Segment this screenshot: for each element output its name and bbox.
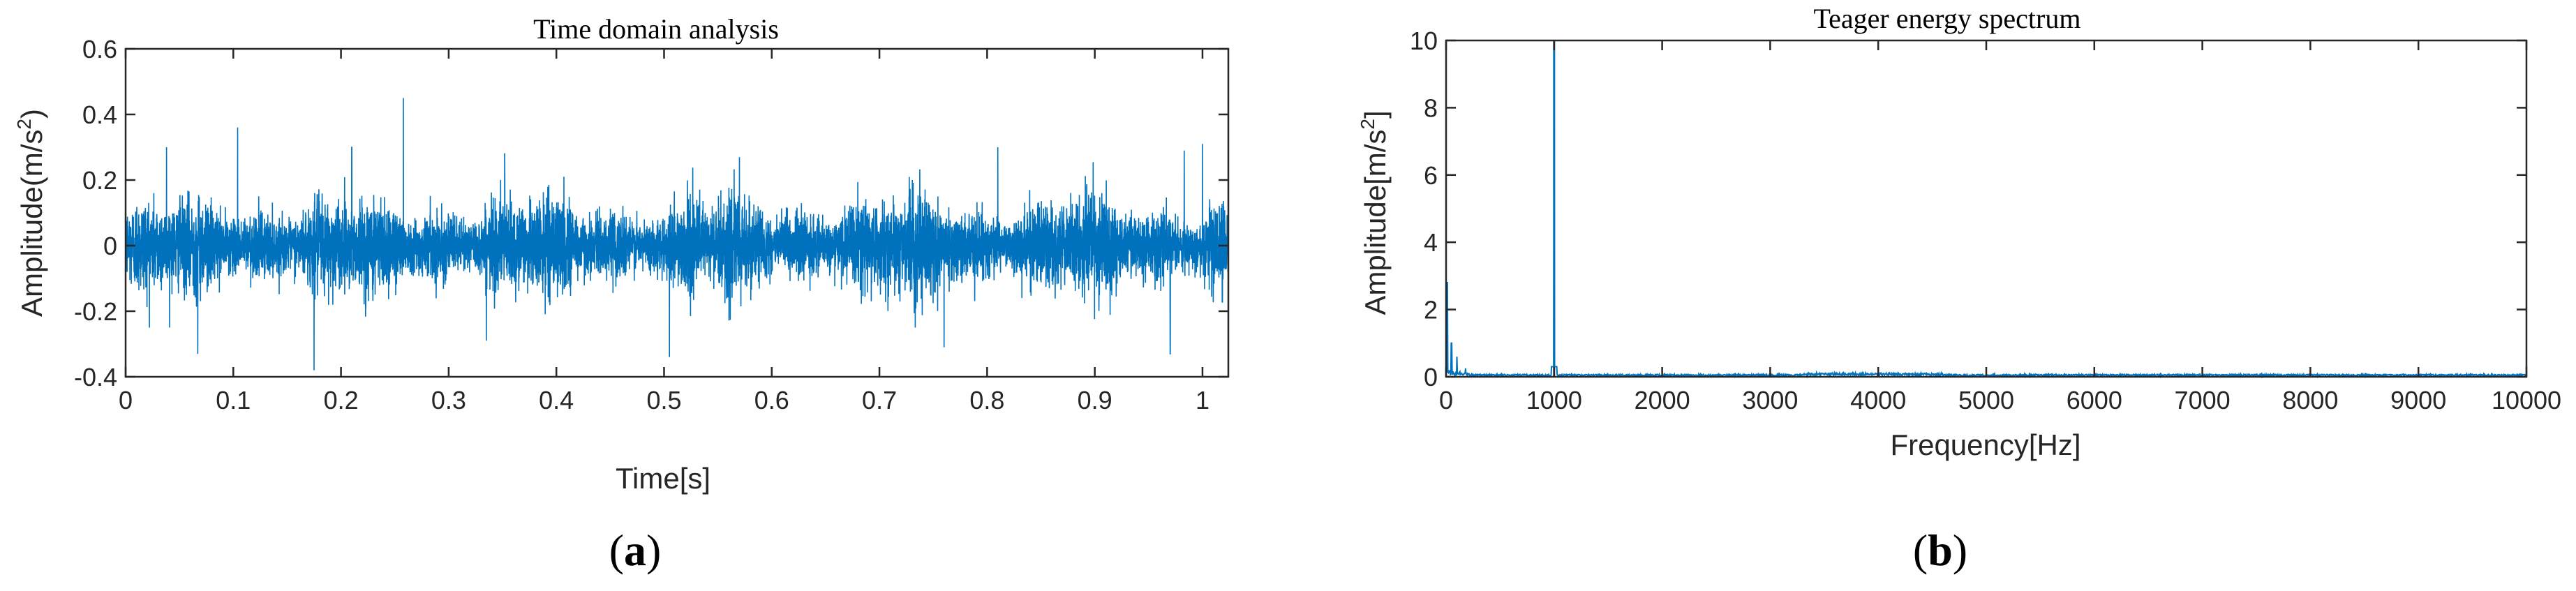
chart-b-series-spectrum xyxy=(1445,40,2527,379)
chart-a-title: Time domain analysis xyxy=(533,13,779,45)
chart-b-y-tick-label: 10 xyxy=(1410,27,1438,55)
chart-teager-spectrum: Teager energy spectrum 0 1000 2000 3000 4000… xyxy=(1357,3,2561,575)
chart-a-x-tick-label: 0.1 xyxy=(216,386,251,414)
panel-label-a-open: ( xyxy=(609,525,624,575)
chart-a-y-tick-label: 0.4 xyxy=(82,100,117,129)
chart-a-x-tick-label: 0.2 xyxy=(324,386,359,414)
chart-a-x-tick-label: 0.7 xyxy=(862,386,897,414)
chart-b-y-label-sup: 2 xyxy=(1357,119,1378,130)
chart-b-x-tick-label: 5000 xyxy=(1958,386,2014,414)
chart-a-y-tick-label: 0.2 xyxy=(82,166,117,195)
panel-label-b-open: ( xyxy=(1913,525,1928,575)
chart-b-x-tick-label: 8000 xyxy=(2282,386,2338,414)
panel-label-b: (b) xyxy=(1913,525,1967,575)
chart-a-x-tick-label: 0.3 xyxy=(431,386,466,414)
chart-a-series-signal xyxy=(125,98,1229,371)
chart-b-axes-box xyxy=(1445,39,2528,378)
chart-b-x-tick-label: 4000 xyxy=(1850,386,1906,414)
chart-b-x-tick-label: 10000 xyxy=(2492,386,2561,414)
chart-a-x-label: Time[s] xyxy=(616,462,710,495)
chart-a-x-tick-label: 0.5 xyxy=(646,386,681,414)
chart-b-x-tick-label: 2000 xyxy=(1635,386,1690,414)
chart-b-x-tick-label: 3000 xyxy=(1742,386,1798,414)
chart-b-x-tick-label: 0 xyxy=(1439,386,1453,414)
panel-label-a-close: ) xyxy=(646,525,661,575)
chart-a-x-ticks: 0 0.1 0.2 0.3 0.4 0.5 0.6 0.7 0.8 0.9 1 xyxy=(119,49,1209,414)
chart-a-x-tick-label: 1 xyxy=(1196,386,1209,414)
chart-b-y-ticks: 0 2 4 6 8 10 xyxy=(1410,27,2526,391)
chart-a-x-tick-label: 0.6 xyxy=(754,386,789,414)
chart-a-y-label-close: ) xyxy=(15,109,48,119)
chart-a-x-tick-label: 0 xyxy=(119,386,133,414)
chart-b-x-tick-label: 9000 xyxy=(2390,386,2446,414)
chart-a-y-ticks: -0.4 -0.2 0 0.2 0.4 0.6 xyxy=(74,35,1228,391)
chart-b-y-tick-label: 2 xyxy=(1424,296,1438,324)
chart-b-x-tick-label: 6000 xyxy=(2067,386,2122,414)
panel-label-b-letter: b xyxy=(1928,525,1953,575)
chart-b-y-label: Amplitude[m/s2] xyxy=(1357,110,1392,315)
chart-a-x-tick-label: 0.4 xyxy=(539,386,574,414)
chart-b-x-ticks: 0 1000 2000 3000 4000 5000 6000 7000 8000 9000 100… xyxy=(1439,40,2561,414)
chart-a-axes-box xyxy=(124,47,1230,378)
chart-b-plot-area xyxy=(1445,40,2527,379)
chart-a-y-tick-label: -0.4 xyxy=(74,363,117,391)
chart-a-y-label: Amplitude(m/s2) xyxy=(13,109,48,317)
chart-b-y-tick-label: 8 xyxy=(1424,93,1438,122)
chart-a-y-label-sup: 2 xyxy=(13,119,35,130)
chart-a-y-tick-label: 0 xyxy=(103,232,117,260)
chart-a-y-label-main: Amplitude(m/s xyxy=(15,130,48,317)
chart-b-x-label: Frequency[Hz] xyxy=(1890,428,2080,461)
chart-b-y-tick-label: 6 xyxy=(1424,161,1438,190)
chart-a-y-tick-label: -0.2 xyxy=(74,297,117,326)
chart-b-title: Teager energy spectrum xyxy=(1814,3,2081,34)
chart-b-x-tick-label: 7000 xyxy=(2175,386,2231,414)
chart-b-y-label-close: ] xyxy=(1359,110,1392,119)
panel-label-a-letter: a xyxy=(624,525,646,575)
chart-a-x-tick-label: 0.8 xyxy=(969,386,1004,414)
chart-b-y-tick-label: 0 xyxy=(1424,363,1438,391)
chart-b-x-tick-label: 1000 xyxy=(1526,386,1582,414)
chart-a-y-tick-label: 0.6 xyxy=(82,35,117,63)
chart-b-y-tick-label: 4 xyxy=(1424,228,1438,257)
chart-a-plot-area xyxy=(125,98,1229,371)
panel-label-b-close: ) xyxy=(1953,525,1967,575)
chart-a-x-tick-label: 0.9 xyxy=(1078,386,1112,414)
chart-b-y-label-main: Amplitude[m/s xyxy=(1359,130,1392,315)
panel-label-a: (a) xyxy=(609,525,662,575)
chart-time-domain: Time domain analysis 0 0.1 0.2 0.3 0.4 0.5 0.6… xyxy=(13,13,1230,575)
